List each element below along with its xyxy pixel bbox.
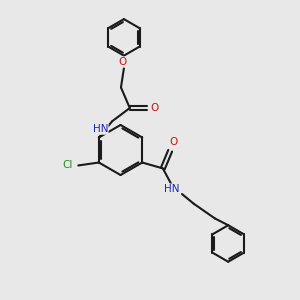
Text: HN: HN <box>164 184 179 194</box>
Text: O: O <box>169 137 177 148</box>
Text: Cl: Cl <box>63 160 73 170</box>
Text: HN: HN <box>93 124 108 134</box>
Text: O: O <box>151 103 159 113</box>
Text: O: O <box>118 57 127 67</box>
